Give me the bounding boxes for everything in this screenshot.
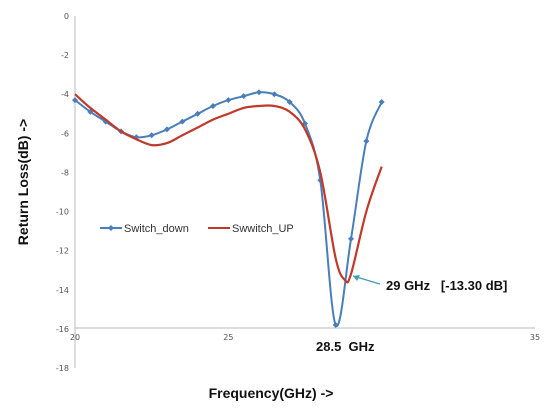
y-tick-label: -2 <box>61 51 69 60</box>
y-tick-label: -18 <box>56 364 69 373</box>
x-tick-label: 20 <box>70 333 80 342</box>
data-point-switch-down <box>179 118 186 125</box>
data-point-switch-down <box>164 126 170 133</box>
y-axis: 0 -2 -4 -6 -8 -10 -12 -14 -16 -18 <box>56 12 76 373</box>
y-tick-label: -4 <box>61 90 69 99</box>
data-point-switch-down <box>378 99 385 106</box>
data-point-switch-down <box>363 138 370 145</box>
x-tick-label: 35 <box>530 333 540 342</box>
legend-label-switch-up: Swwitch_UP <box>232 223 294 235</box>
annotation-28-5ghz-text: 28.5 GHz <box>316 339 375 354</box>
legend: Switch_down Swwitch_UP <box>100 223 294 235</box>
data-point-switch-down <box>271 91 278 98</box>
y-tick-label: -14 <box>56 286 69 295</box>
data-point-switch-down <box>225 97 232 104</box>
data-point-switch-down <box>194 110 201 117</box>
legend-label-switch-down: Switch_down <box>124 223 189 235</box>
y-tick-label: 0 <box>64 12 69 21</box>
annotation-arrowhead <box>353 275 360 281</box>
data-point-switch-down <box>256 89 262 96</box>
annotation-29ghz: 29 GHz [-13.30 dB] <box>352 275 507 293</box>
annotation-29ghz-text: 29 GHz [-13.30 dB] <box>386 278 507 293</box>
data-point-switch-down <box>148 132 155 139</box>
x-axis-title: Frequency(GHz) -> <box>209 385 334 401</box>
data-point-switch-down <box>72 97 78 104</box>
data-point-switch-down <box>210 102 216 109</box>
y-tick-label: -6 <box>61 129 69 138</box>
x-axis: 20 25 35 <box>70 327 540 342</box>
y-tick-label: -16 <box>56 325 69 334</box>
series-line-swwitch-up <box>74 93 383 284</box>
y-axis-title: Return Loss(dB) -> <box>15 119 31 245</box>
y-tick-label: -10 <box>56 208 69 217</box>
x-tick-label: 25 <box>223 333 233 342</box>
data-point-switch-down <box>240 93 247 100</box>
data-point-switch-down <box>348 235 354 242</box>
y-tick-label: -8 <box>61 168 69 177</box>
data-point-switch-down <box>286 99 293 106</box>
series-layer <box>72 89 385 328</box>
legend-marker-switch-down <box>108 225 114 231</box>
data-point-switch-down <box>332 321 339 328</box>
y-tick-label: -12 <box>56 247 69 256</box>
series-line-switch-down <box>74 91 383 327</box>
